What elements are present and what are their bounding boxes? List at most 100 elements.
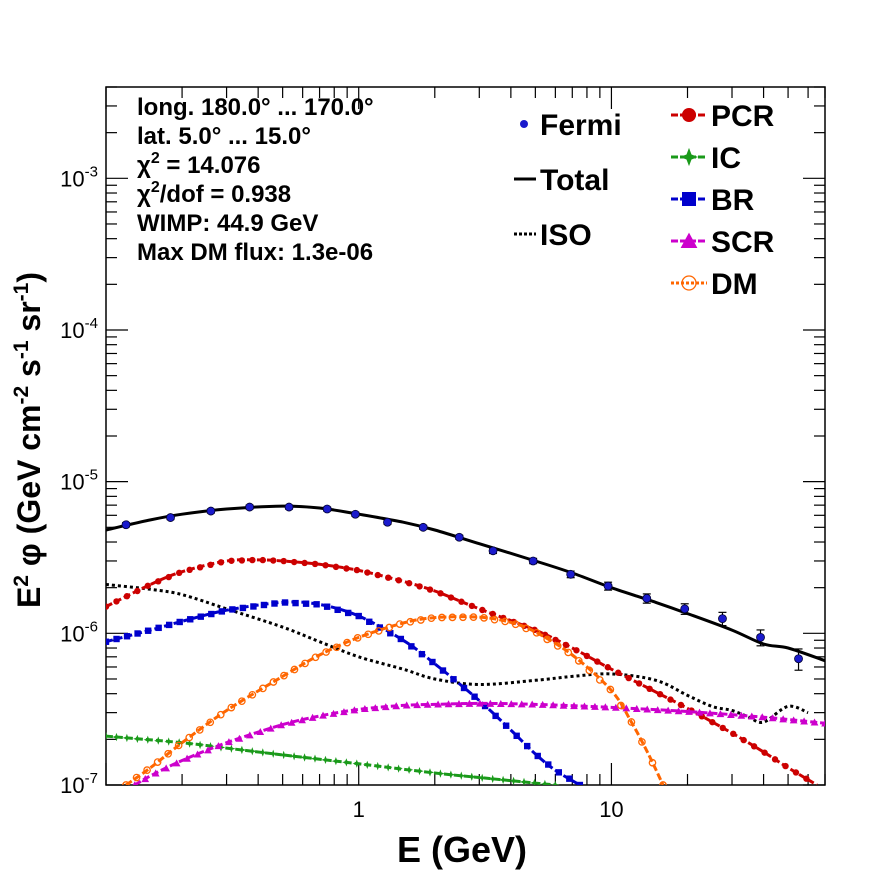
data-marker [141,775,150,783]
y-axis-label-part: φ (GeV cm [11,405,47,576]
data-marker [680,232,698,248]
data-marker [154,736,163,745]
data-marker [397,635,405,643]
info-line: WIMP: 44.9 GeV [137,210,318,237]
data-marker [302,600,310,607]
data-marker [625,674,632,682]
data-marker [679,147,699,167]
data-marker [659,781,667,785]
data-marker [552,636,559,644]
data-marker [664,706,672,714]
data-marker [123,633,131,640]
data-marker [601,703,610,711]
fermi-point [794,654,803,664]
data-marker [524,742,531,750]
data-marker [186,566,193,574]
data-marker [406,617,415,626]
data-marker [730,730,737,738]
y-axis-label-sup: -1 [10,340,33,359]
data-marker [281,599,289,606]
data-marker [789,716,798,724]
data-marker [384,763,393,772]
fermi-point [831,635,839,643]
data-marker [511,620,520,629]
y-axis-label-sup: 2 [10,575,33,587]
info-line: lat. 5.0° ... 15.0° [137,123,311,150]
y-tick-label: 10-7 [60,770,98,798]
data-marker [488,774,497,783]
data-marker [792,769,800,776]
series-dm-markers [122,613,667,785]
data-marker [195,740,205,750]
y-tick-label: 10-5 [60,467,98,495]
data-marker [606,685,615,694]
data-marker [768,714,777,722]
data-marker [737,711,746,719]
data-marker [480,614,488,622]
series-dm-line [125,615,665,785]
data-marker [248,747,257,756]
axes: 1 10 10-7 10-6 10-5 10-4 10-3 [60,86,826,822]
data-marker [361,705,369,713]
fermi-points [121,502,839,671]
fermi-point [756,633,765,642]
data-marker [143,766,151,774]
data-marker [667,696,674,703]
series-ic-line [106,734,556,785]
data-marker [352,759,361,768]
data-marker [196,564,204,571]
data-marker [322,648,330,656]
data-marker [343,565,350,572]
data-marker [185,739,194,748]
data-marker [259,556,267,564]
data-marker [197,613,204,620]
data-marker [803,775,810,782]
data-marker [576,781,584,785]
data-marker [214,742,223,750]
data-marker [471,693,478,700]
data-marker [112,732,121,742]
data-marker [632,704,641,712]
data-marker [290,665,299,674]
fermi-point [718,614,727,624]
y-tick-label: 10-3 [60,163,98,191]
data-marker [122,781,130,785]
data-marker [534,752,541,760]
data-marker [238,557,246,564]
data-marker [123,593,131,600]
data-marker [782,762,789,770]
data-marker [617,701,625,710]
data-marker [716,710,725,718]
data-marker [779,715,788,723]
data-marker [402,701,411,709]
data-marker [185,733,194,742]
data-marker [162,764,171,772]
fermi-point [566,569,576,579]
data-marker [308,713,317,721]
legend-label: Total [540,164,609,197]
x-axis-label: E (GeV) [397,829,527,870]
data-marker [459,613,467,622]
data-marker [643,705,652,713]
data-marker [638,738,646,746]
data-marker [653,706,662,714]
data-marker [229,606,236,613]
series-layer [106,504,825,785]
data-marker [332,643,341,652]
data-marker [311,560,319,568]
data-marker [340,708,348,716]
data-marker [195,726,204,734]
data-marker [385,623,394,632]
data-marker [719,724,726,732]
data-marker [551,780,560,785]
data-marker [444,700,453,708]
info-box: long. 180.0° ... 170.0°lat. 5.0° ... 15.… [137,94,374,266]
data-marker [490,615,499,624]
data-marker [522,624,530,633]
data-marker [385,574,392,581]
data-marker [538,700,547,708]
data-marker [364,569,371,576]
data-marker [206,718,215,727]
data-marker [615,669,622,676]
